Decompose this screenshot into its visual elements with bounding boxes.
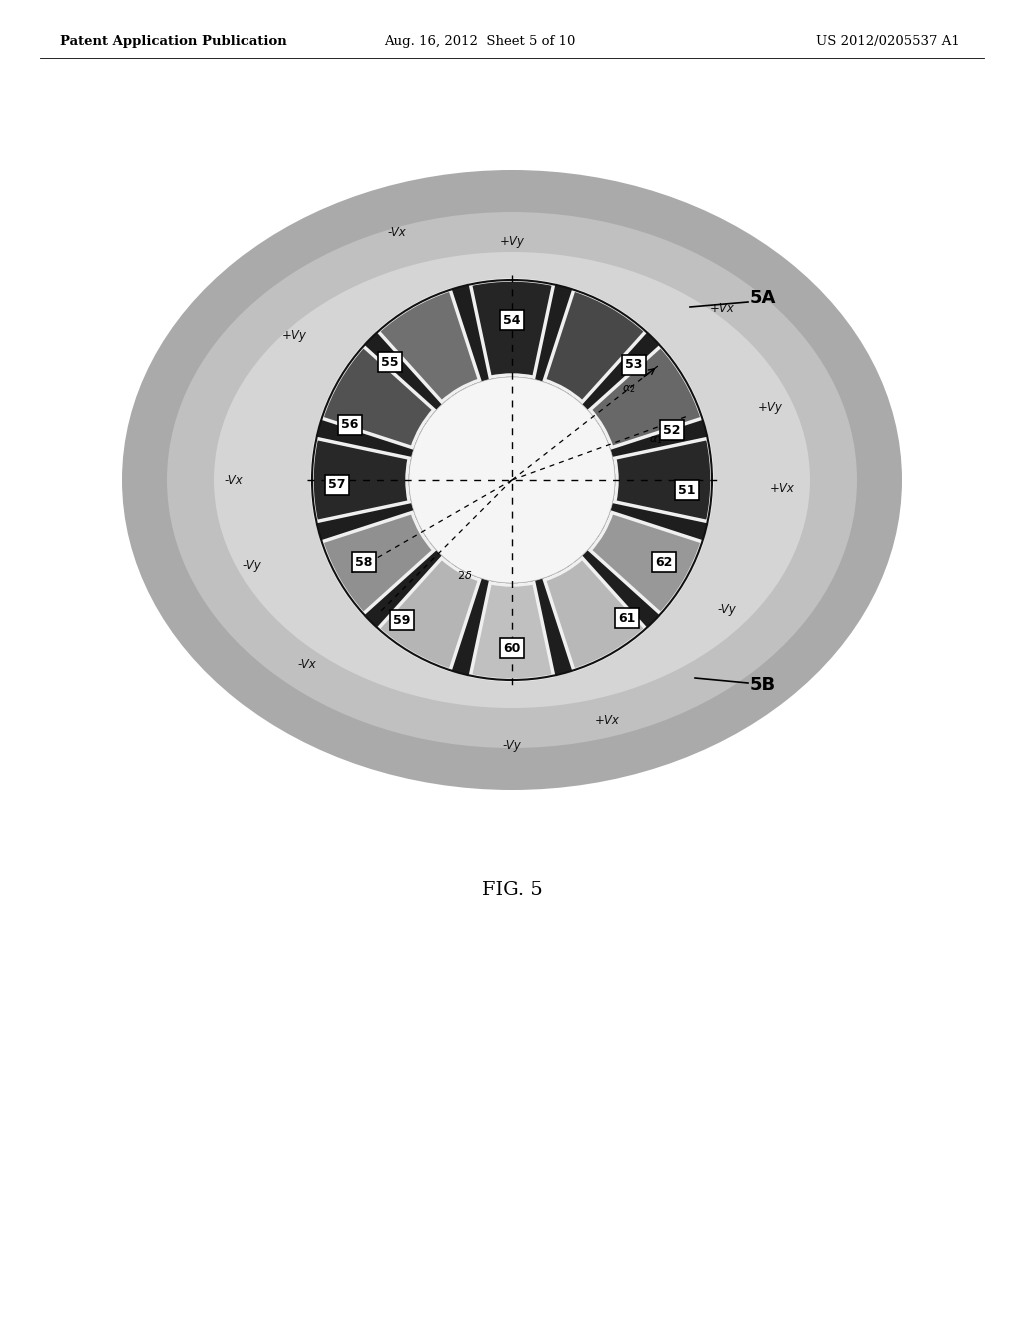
Text: -Vy: -Vy	[718, 603, 736, 616]
Text: +Vx: +Vx	[595, 714, 620, 726]
Text: US 2012/0205537 A1: US 2012/0205537 A1	[816, 36, 961, 49]
Wedge shape	[590, 512, 702, 614]
Text: -Vy: -Vy	[243, 558, 261, 572]
Wedge shape	[590, 346, 702, 447]
Ellipse shape	[167, 213, 857, 748]
Text: 55: 55	[381, 355, 398, 368]
Circle shape	[312, 280, 712, 680]
Wedge shape	[378, 290, 479, 403]
Wedge shape	[322, 512, 434, 614]
Text: 59: 59	[393, 614, 411, 627]
Wedge shape	[470, 280, 554, 378]
Text: 62: 62	[655, 556, 673, 569]
Text: 57: 57	[329, 479, 346, 491]
Wedge shape	[545, 558, 646, 671]
Wedge shape	[545, 290, 646, 403]
Wedge shape	[312, 438, 410, 521]
Text: 52: 52	[664, 424, 681, 437]
Text: 51: 51	[678, 483, 695, 496]
Text: 5B: 5B	[750, 676, 776, 694]
Text: 54: 54	[503, 314, 521, 326]
Text: 56: 56	[341, 418, 358, 432]
Text: $\alpha_2$: $\alpha_2$	[623, 383, 636, 395]
Text: 58: 58	[355, 556, 373, 569]
Text: -Vx: -Vx	[388, 226, 407, 239]
Text: 61: 61	[618, 611, 636, 624]
Text: -Vx: -Vx	[298, 659, 316, 672]
Wedge shape	[322, 346, 434, 447]
Text: -Vy: -Vy	[503, 738, 521, 751]
Text: +Vy: +Vy	[500, 235, 524, 248]
Circle shape	[409, 378, 615, 583]
Ellipse shape	[214, 252, 810, 708]
Text: +Vy: +Vy	[758, 401, 782, 414]
Text: Patent Application Publication: Patent Application Publication	[60, 36, 287, 49]
Text: FIG. 5: FIG. 5	[481, 880, 543, 899]
Ellipse shape	[122, 170, 902, 789]
Wedge shape	[614, 438, 712, 521]
Text: $2\delta$: $2\delta$	[457, 569, 472, 581]
Text: 5A: 5A	[750, 289, 776, 308]
Text: Aug. 16, 2012  Sheet 5 of 10: Aug. 16, 2012 Sheet 5 of 10	[384, 36, 575, 49]
Text: 60: 60	[504, 642, 520, 655]
Text: 53: 53	[626, 359, 643, 371]
Text: +Vx: +Vx	[710, 301, 734, 314]
Wedge shape	[378, 558, 479, 671]
Wedge shape	[470, 582, 554, 680]
Text: $\alpha_1$: $\alpha_1$	[648, 434, 663, 446]
Text: +Vx: +Vx	[770, 482, 795, 495]
Text: -Vx: -Vx	[224, 474, 244, 487]
Text: +Vy: +Vy	[282, 329, 306, 342]
